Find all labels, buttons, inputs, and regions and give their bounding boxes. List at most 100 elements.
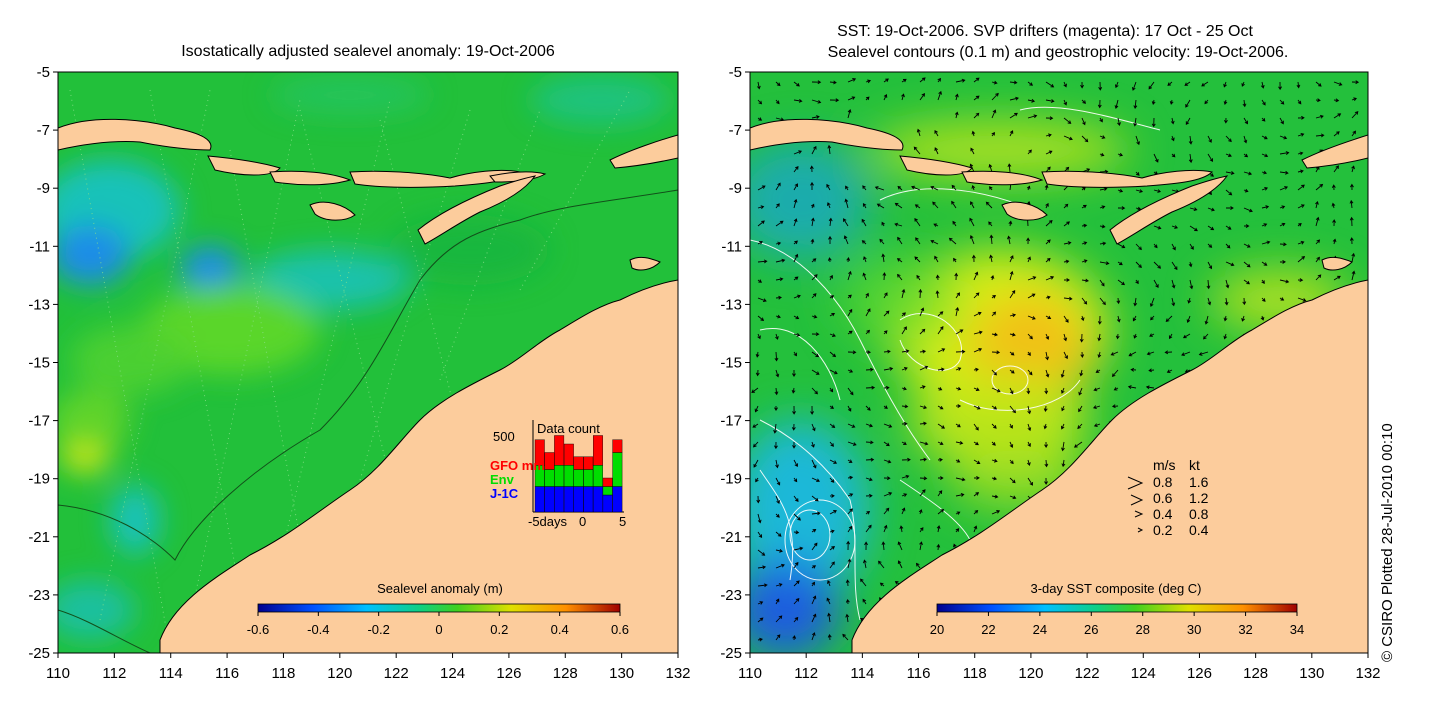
velocity-arrow (1279, 186, 1289, 191)
velocity-arrow (811, 293, 817, 299)
velocity-arrow (1297, 240, 1305, 245)
velocity-arrow (775, 277, 784, 282)
velocity-arrow (1063, 81, 1067, 88)
left-y-tick-label: -15 (28, 355, 50, 372)
velocity-arrow (1111, 404, 1119, 409)
velocity-arrow (756, 495, 761, 504)
velocity-arrow (757, 617, 764, 623)
right-x-tick-label: 114 (850, 665, 874, 682)
velocity-arrow (1188, 135, 1193, 145)
velocity-arrow (1315, 239, 1321, 245)
velocity-arrow (883, 366, 894, 371)
velocity-arrow (991, 387, 1001, 393)
velocity-arrow (774, 406, 778, 411)
velocity-arrow (1297, 278, 1304, 282)
velocity-arrow (937, 367, 945, 372)
velocity-arrow (973, 330, 983, 335)
velocity-arrow (955, 459, 961, 463)
velocity-arrow (1135, 171, 1140, 176)
velocity-arrow (847, 459, 853, 463)
speed-legend-kt-0: 1.6 (1189, 474, 1209, 490)
velocity-arrow (883, 476, 891, 481)
velocity-arrow (1261, 170, 1268, 175)
velocity-arrow (1148, 368, 1155, 373)
velocity-arrow (1243, 117, 1248, 125)
left-bathymetry-contour (58, 189, 678, 561)
velocity-arrow (1189, 279, 1194, 290)
left-y-tick-label: -13 (28, 296, 50, 313)
left-y-tick-label: -21 (28, 529, 50, 546)
velocity-arrow (1045, 351, 1050, 361)
velocity-arrow (973, 311, 982, 317)
velocity-arrow (897, 236, 903, 245)
velocity-arrow (1061, 441, 1065, 452)
right-colorbar-tick-label: 32 (1238, 622, 1252, 637)
velocity-arrow (952, 220, 957, 227)
velocity-arrow (937, 348, 946, 353)
inset-bar-green (554, 465, 565, 487)
velocity-arrow (1045, 133, 1052, 138)
velocity-arrow (1278, 81, 1282, 91)
velocity-arrow (829, 477, 835, 483)
velocity-arrow (811, 495, 819, 502)
velocity-arrow (936, 543, 941, 551)
velocity-arrow (811, 351, 820, 358)
left-x-tick-label: 110 (46, 665, 70, 682)
velocity-arrow (811, 565, 817, 569)
right-y-tick-label: -25 (720, 645, 742, 662)
velocity-arrow (793, 495, 799, 502)
velocity-arrow (793, 598, 800, 605)
velocity-arrow (1170, 117, 1175, 125)
speed-legend: m/s kt 0.8 1.6 0.6 1.2 0.4 0.8 0.2 0.4 (1127, 457, 1209, 538)
velocity-arrow (1045, 333, 1050, 340)
velocity-arrow (809, 165, 814, 173)
velocity-arrow (1045, 220, 1053, 227)
velocity-arrow (1243, 188, 1249, 193)
velocity-arrow (1009, 387, 1014, 395)
velocity-arrow (919, 541, 923, 551)
velocity-arrow (937, 423, 946, 429)
velocity-arrow (988, 163, 993, 173)
velocity-arrow (1095, 369, 1101, 373)
velocity-arrow (1315, 256, 1320, 263)
velocity-arrow (757, 333, 761, 340)
velocity-arrow (973, 476, 980, 480)
velocity-arrow (793, 294, 801, 299)
velocity-arrow (827, 144, 832, 155)
velocity-arrow (1045, 202, 1049, 209)
velocity-arrow (826, 597, 831, 605)
inset-xlabel-zero: 0 (579, 514, 586, 529)
velocity-arrow (1333, 165, 1339, 173)
inset-ymax: 500 (493, 429, 515, 444)
velocity-arrow (1117, 206, 1126, 210)
velocity-arrow (897, 541, 903, 551)
velocity-arrow (937, 326, 944, 335)
velocity-arrow (811, 145, 817, 155)
velocity-arrow (897, 560, 903, 569)
velocity-arrow (935, 274, 940, 281)
velocity-arrow (811, 441, 815, 448)
right-colorbar-tick-label: 34 (1290, 622, 1304, 637)
velocity-arrow (1148, 81, 1155, 90)
velocity-arrow (901, 493, 908, 497)
right-colorbar-tick-label: 24 (1033, 622, 1047, 637)
velocity-arrow (847, 441, 857, 446)
velocity-arrow (811, 529, 817, 533)
velocity-arrow (919, 457, 928, 462)
velocity-arrow (1009, 405, 1016, 414)
velocity-arrow (930, 185, 939, 191)
velocity-arrow (973, 525, 978, 533)
velocity-arrow (1242, 297, 1247, 306)
velocity-arrow (1261, 240, 1271, 245)
velocity-arrow (991, 80, 998, 85)
velocity-arrow (901, 386, 907, 391)
velocity-arrow (1080, 351, 1085, 358)
velocity-arrow (865, 423, 874, 428)
velocity-arrow (973, 459, 981, 464)
velocity-arrow (793, 276, 799, 281)
velocity-arrow (1279, 297, 1285, 301)
velocity-arrow (954, 272, 959, 281)
velocity-arrow (847, 558, 852, 569)
velocity-arrow (757, 315, 765, 321)
velocity-arrow (991, 311, 997, 317)
